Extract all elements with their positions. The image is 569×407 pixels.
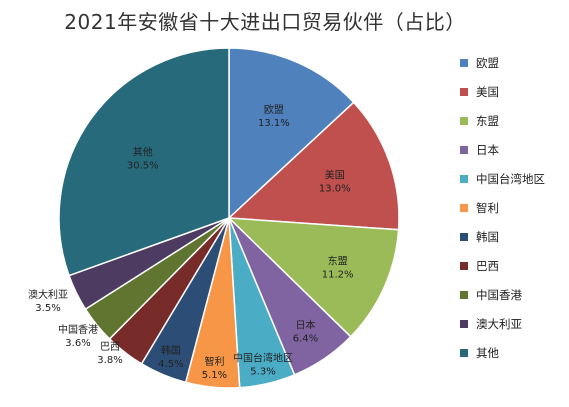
legend-label: 韩国 (476, 230, 499, 244)
legend-label: 巴西 (476, 259, 499, 273)
pie-slice-1 (228, 47, 355, 220)
legend-swatch (460, 59, 468, 67)
legend-swatch (460, 349, 468, 357)
legend-label: 日本 (476, 143, 499, 157)
pie-slices (58, 47, 400, 389)
slice-value-label: 30.5% (127, 160, 159, 171)
pie-slice-3 (227, 217, 400, 338)
legend-swatch (460, 88, 468, 96)
legend-label: 东盟 (476, 114, 499, 128)
legend-item: 中国台湾地区 (460, 171, 545, 187)
legend-item: 巴西 (460, 258, 499, 274)
legend-swatch (460, 233, 468, 241)
legend-item: 澳大利亚 (460, 316, 522, 332)
legend-swatch (460, 204, 468, 212)
legend-item: 东盟 (460, 113, 499, 129)
slice-value-label: 3.5% (35, 303, 60, 314)
slice-value-label: 13.0% (319, 184, 351, 195)
legend-label: 澳大利亚 (476, 317, 522, 331)
slice-name-label: 中国台湾地区 (233, 352, 293, 365)
slice-value-label: 5.1% (202, 370, 227, 381)
legend-item: 日本 (460, 142, 499, 158)
legend-label: 智利 (476, 201, 499, 215)
pie-slice-11 (58, 47, 230, 277)
slice-value-label: 5.3% (250, 367, 275, 378)
slice-name-label: 美国 (325, 169, 345, 182)
slice-name-label: 澳大利亚 (28, 288, 68, 301)
legend-swatch (460, 320, 468, 328)
legend-label: 中国香港 (476, 288, 522, 302)
legend-label: 美国 (476, 85, 499, 99)
legend-item: 中国香港 (460, 287, 522, 303)
slice-name-label: 欧盟 (264, 104, 284, 116)
legend-label: 其他 (476, 346, 499, 360)
slice-value-label: 6.4% (293, 333, 318, 344)
legend-swatch (460, 117, 468, 125)
pie-labels: 欧盟 13.1% 美国 13.0% 东盟 11.2% 日本 6.4%中国台湾地区 5.3% 智利 5… (28, 104, 354, 381)
slice-value-label: 3.8% (97, 355, 122, 366)
legend-item: 韩国 (460, 229, 499, 245)
pie-slice-2 (227, 101, 400, 231)
slice-name-label: 其他 (133, 145, 153, 158)
legend-label: 欧盟 (476, 56, 499, 70)
slice-value-label: 3.6% (65, 338, 90, 349)
legend-item: 欧盟 (460, 55, 499, 71)
slice-name-label: 智利 (204, 355, 224, 368)
slice-name-label: 日本 (295, 318, 315, 331)
slice-name-label: 东盟 (328, 255, 348, 268)
legend-item: 智利 (460, 200, 499, 216)
legend-swatch (460, 146, 468, 154)
legend-swatch (460, 291, 468, 299)
slice-value-label: 4.5% (158, 359, 183, 370)
legend-label: 中国台湾地区 (476, 172, 545, 186)
slice-value-label: 13.1% (258, 118, 290, 129)
legend-item: 其他 (460, 345, 499, 361)
slice-name-label: 韩国 (161, 344, 181, 357)
legend-swatch (460, 262, 468, 270)
legend-swatch (460, 175, 468, 183)
legend-item: 美国 (460, 84, 499, 100)
slice-name-label: 巴西 (100, 341, 120, 353)
chart-title: 2021年安徽省十大进出口贸易伙伴（占比） (64, 10, 466, 34)
slice-name-label: 中国香港 (58, 323, 98, 336)
slice-value-label: 11.2% (322, 270, 354, 281)
